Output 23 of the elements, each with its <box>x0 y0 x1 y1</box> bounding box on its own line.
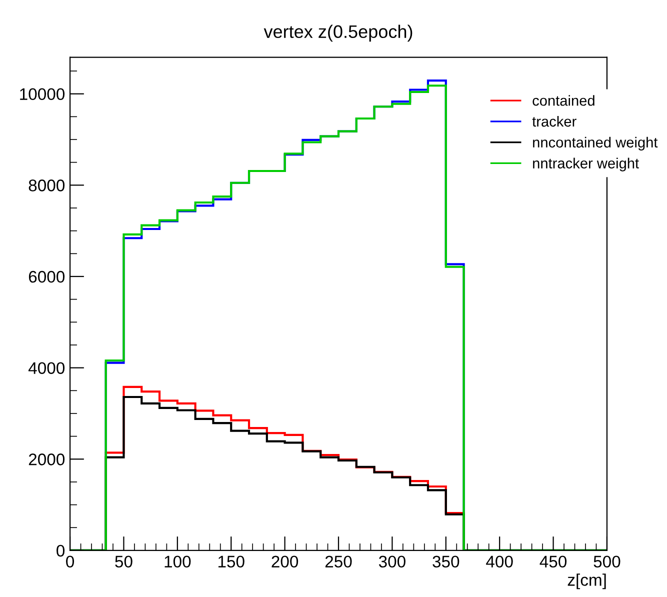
x-tick-label: 500 <box>594 556 620 568</box>
x-tick-label: 150 <box>218 556 244 568</box>
x-tick-label: 350 <box>432 556 460 568</box>
x-axis-title: z[cm] <box>568 574 606 590</box>
x-tick-label: 450 <box>540 556 567 568</box>
x-tick-label: 100 <box>164 556 191 568</box>
x-tick-label: 200 <box>272 556 298 568</box>
y-tick-label: 4000 <box>28 362 65 374</box>
y-tick-label: 6000 <box>28 270 65 283</box>
legend-label: tracker <box>532 116 576 127</box>
chart-title: vertex z(0.5epoch) <box>264 24 412 42</box>
y-tick-label: 0 <box>56 544 65 557</box>
legend-label: nncontained weight <box>533 136 658 150</box>
y-tick-label: 10000 <box>20 88 65 100</box>
x-tick-label: 250 <box>325 556 352 568</box>
x-tick-label: 300 <box>378 556 406 568</box>
legend-label: nntracker weight <box>533 158 639 172</box>
legend-label: contained <box>532 95 594 106</box>
x-tick-label: 400 <box>486 556 513 568</box>
y-tick-label: 8000 <box>28 180 65 192</box>
x-tick-label: 0 <box>66 556 74 568</box>
y-tick-label: 2000 <box>28 454 65 466</box>
x-tick-label: 50 <box>115 556 132 568</box>
